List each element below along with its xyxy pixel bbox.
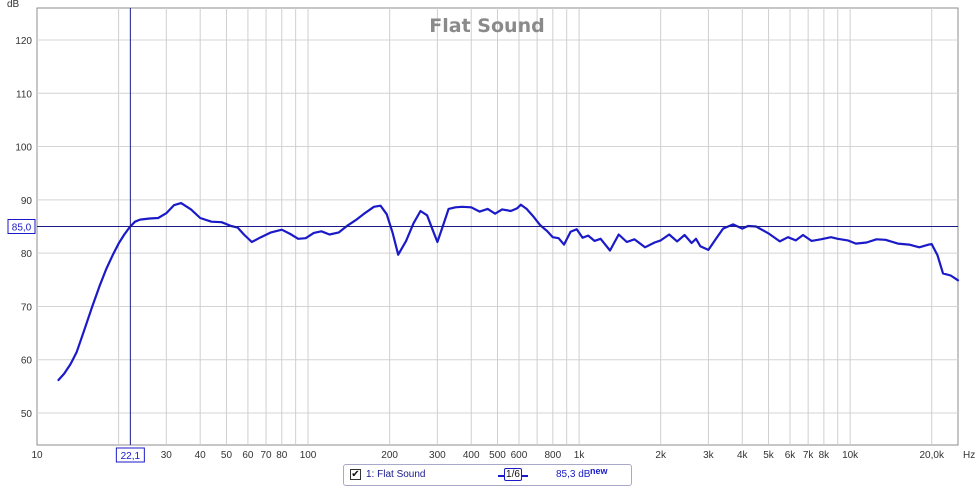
x-tick-label: 20,0k <box>919 450 944 461</box>
cursor-y-marker <box>7 219 36 234</box>
x-tick-label: 3k <box>703 450 715 461</box>
y-axis-unit-label: dB <box>7 0 20 10</box>
x-tick-label: 500 <box>489 450 506 461</box>
x-tick-label: 400 <box>463 450 480 461</box>
x-tick-label: 600 <box>511 450 528 461</box>
x-tick-label: 10k <box>842 450 859 461</box>
cursor-y-label: 85,0 <box>12 223 32 234</box>
legend-panel: ✔ 1: Flat Sound 1/6 85,3 dB new <box>343 464 632 486</box>
y-tick-label: 110 <box>16 89 32 100</box>
y-tick-label: 120 <box>15 36 32 47</box>
chart-title: Flat Sound <box>429 15 544 37</box>
x-tick-label: 100 <box>300 450 317 461</box>
x-tick-label: 30 <box>161 450 173 461</box>
y-axis-ticks: 50 60 70 80 90 100 110 120 <box>15 36 32 420</box>
y-tick-label: 100 <box>15 143 32 154</box>
x-tick-label: 800 <box>544 450 561 461</box>
x-tick-label: 10 <box>31 450 43 461</box>
x-tick-label: 60 <box>242 450 254 461</box>
y-tick-label: 70 <box>21 302 33 313</box>
new-label: new <box>590 466 608 476</box>
x-tick-label: 300 <box>429 450 446 461</box>
y-tick-label: 50 <box>21 409 33 420</box>
series-lines <box>57 202 960 382</box>
series-visibility-checkbox[interactable]: ✔ <box>350 469 361 480</box>
x-tick-label: 6k <box>785 450 797 461</box>
x-tick-label: 80 <box>276 450 288 461</box>
x-tick-label: 4k <box>737 450 749 461</box>
x-tick-label: 5k <box>763 450 775 461</box>
x-tick-label: 40 <box>195 450 207 461</box>
cursor-value-readout: 85,3 dB <box>556 469 591 480</box>
series-line <box>57 202 960 382</box>
smoothing-selector[interactable]: 1/6 <box>504 468 522 481</box>
cursor-x-marker <box>115 447 145 463</box>
cursor[interactable]: 85,0 22,1 <box>7 8 958 463</box>
y-tick-label: 90 <box>21 196 33 207</box>
x-tick-label: 8k <box>819 450 831 461</box>
legend-series-label: 1: Flat Sound <box>366 469 426 480</box>
x-tick-label: 50 <box>221 450 233 461</box>
frequency-response-chart[interactable]: 50 60 70 80 90 100 110 120 10 30 40 50 60 70 80 100 200… <box>0 0 975 464</box>
y-tick-label: 60 <box>21 356 33 367</box>
y-tick-label: 80 <box>21 249 33 260</box>
cursor-x-label: 22,1 <box>121 451 141 462</box>
x-axis-ticks: 10 30 40 50 60 70 80 100 200 300 400 500 600 800 1k 2k 3… <box>31 450 945 461</box>
x-tick-label: 200 <box>381 450 398 461</box>
x-axis-unit-label: Hz <box>963 450 975 461</box>
x-tick-label: 1k <box>574 450 586 461</box>
x-tick-label: 70 <box>260 450 272 461</box>
x-tick-label: 2k <box>655 450 667 461</box>
x-tick-label: 7k <box>803 450 815 461</box>
